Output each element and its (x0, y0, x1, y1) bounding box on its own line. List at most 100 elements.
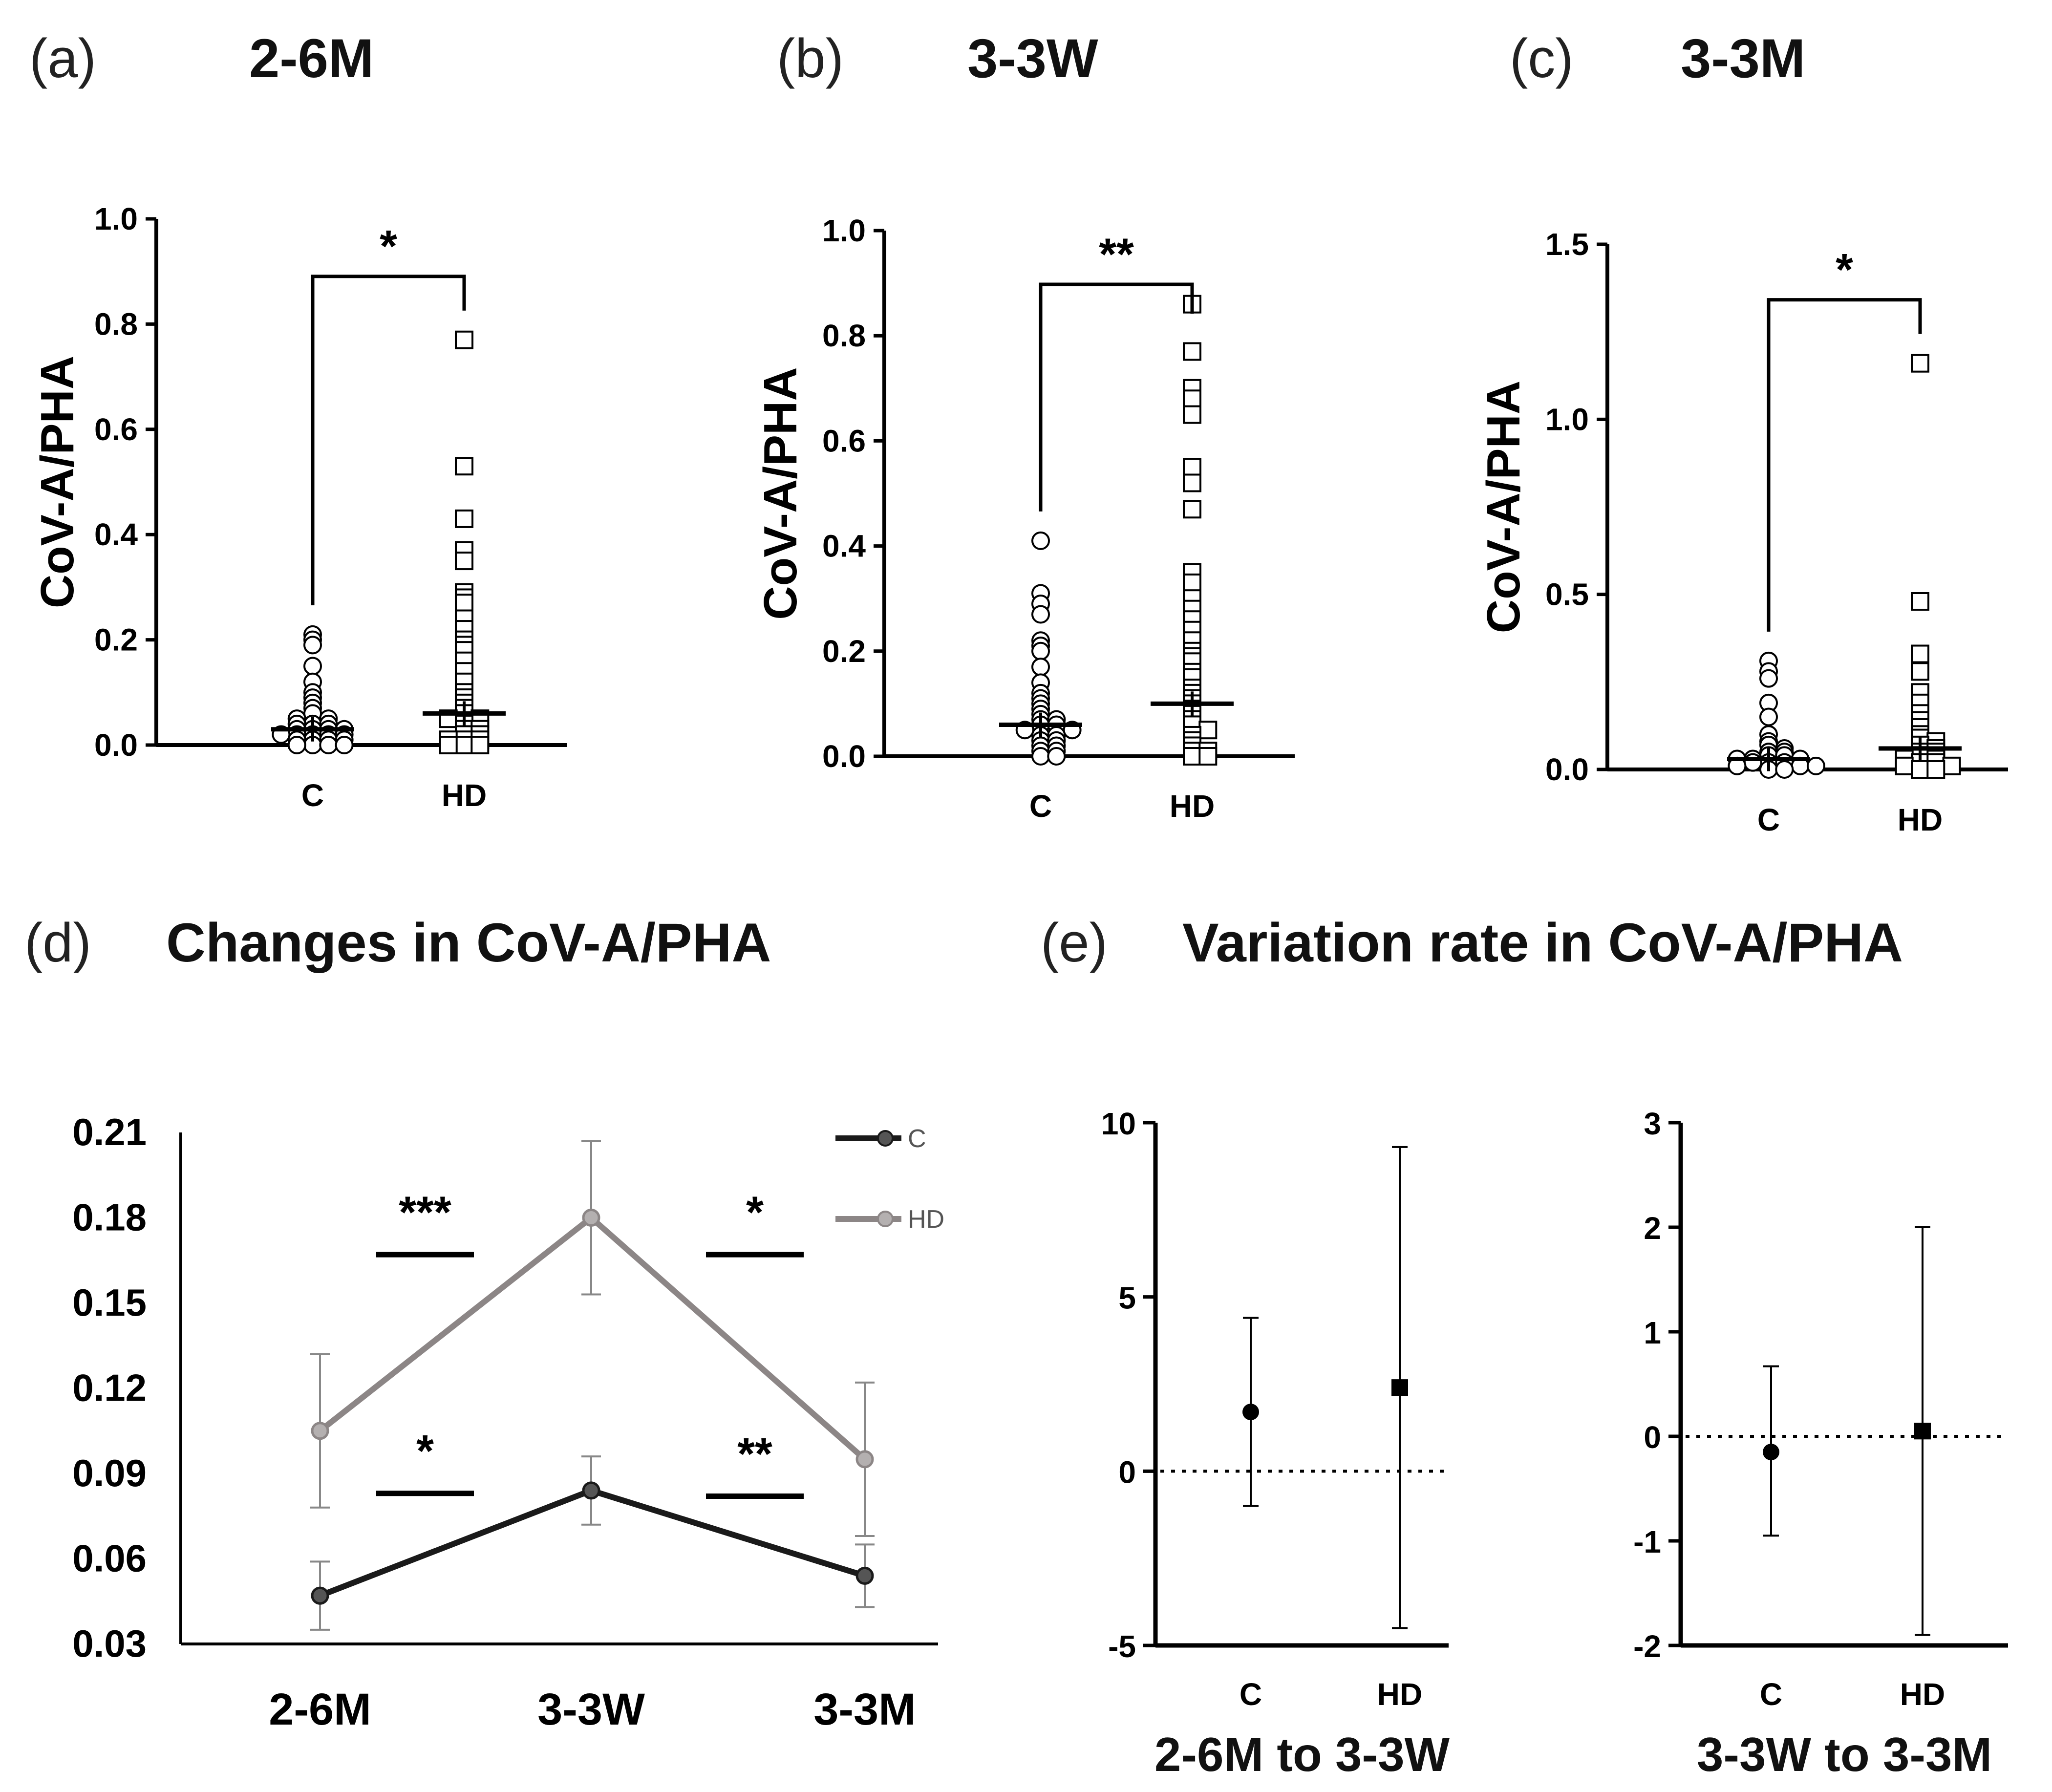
panel-a-letter: (a) (29, 28, 96, 89)
point-hd (1911, 592, 1929, 611)
point-c (319, 736, 338, 754)
point-hd (1183, 342, 1201, 361)
y-tick-label: -1 (1633, 1524, 1661, 1559)
x-tick-label-hd: HD (1900, 1677, 1945, 1712)
point-hd (1183, 389, 1201, 408)
y-tick-label: 0 (1644, 1420, 1661, 1455)
y-tick-label: 0 (1118, 1454, 1136, 1490)
significance-bracket (1767, 298, 1922, 632)
legend-marker-hd (877, 1211, 894, 1227)
y-axis-label: CoV-A/PHA (31, 356, 84, 608)
point-c (1047, 747, 1066, 766)
point-hd (1183, 747, 1201, 766)
chart-a-scatter: 0.0 0.2 0.4 0.6 0.8 1.0 CoV-A/PHA C HD * (31, 201, 567, 813)
panel-e-letter: (e) (1041, 912, 1108, 973)
panel-b-title: 3-3W (967, 28, 1098, 89)
chart-b-scatter: 0.0 0.2 0.4 0.6 0.8 1.0 CoV-A/PHA C HD ** (754, 213, 1295, 824)
point-hd (455, 330, 473, 349)
panel-c-letter: (c) (1510, 28, 1574, 89)
x-tick-label-c: C (1240, 1677, 1262, 1712)
point-hd (455, 594, 473, 613)
point-hd (455, 509, 473, 528)
point-hd (470, 736, 490, 754)
point-c (311, 1586, 329, 1605)
y-tick-label: 1 (1644, 1315, 1661, 1350)
point-c (1031, 641, 1050, 661)
panel-a-title: 2-6M (249, 28, 374, 89)
point-c (1775, 760, 1794, 779)
significance-label: * (380, 222, 397, 272)
chart-e2-variation: 3 2 1 0 -1 -2 C HD 3-3W to 3-3M (1633, 1106, 2008, 1781)
significance-label: * (1836, 245, 1853, 295)
y-tick-label: 2 (1644, 1211, 1661, 1246)
panel-d-title: Changes in CoV-A/PHA (166, 912, 771, 973)
point-hd (455, 457, 473, 476)
x-axis-label: 3-3W to 3-3M (1697, 1728, 1992, 1781)
point-c (303, 636, 322, 655)
y-tick-label: 0.6 (94, 412, 138, 447)
y-tick-label: 0.4 (94, 517, 138, 552)
point-hd (1183, 473, 1201, 492)
x-tick-label-c: C (1757, 802, 1780, 837)
point-c (1763, 1444, 1779, 1461)
legend-marker-c (877, 1130, 894, 1147)
point-hd (855, 1450, 874, 1469)
panel-b-letter: (b) (777, 28, 844, 89)
point-c (1031, 605, 1050, 624)
significance-bracket (311, 275, 466, 605)
y-tick-label: 1.0 (1545, 402, 1589, 437)
point-hd (1911, 644, 1929, 663)
panel-d-letter: (d) (24, 912, 91, 973)
x-tick-label-c: C (301, 778, 324, 813)
significance-label: * (746, 1188, 764, 1237)
point-hd (1183, 573, 1201, 592)
point-c (1806, 756, 1825, 775)
point-hd (582, 1209, 600, 1227)
y-tick-label: 0.21 (72, 1110, 147, 1153)
significance-label: ** (1099, 230, 1134, 279)
y-tick-label: 0.06 (72, 1537, 147, 1580)
panel-c-title: 3-3M (1681, 28, 1805, 89)
x-tick-label-hd: HD (442, 778, 487, 813)
x-tick-label-hd: HD (1170, 789, 1215, 824)
point-hd (1914, 1423, 1931, 1440)
y-axis-label: CoV-A/PHA (754, 367, 807, 619)
point-c (1759, 707, 1778, 726)
chart-e1-variation: 10 5 0 -5 C HD 2-6M to 3-3W (1101, 1106, 1450, 1781)
y-tick-label: 0.03 (72, 1622, 147, 1665)
y-tick-label: 10 (1101, 1106, 1136, 1141)
point-hd (1911, 760, 1929, 779)
x-axis-label: 2-6M to 3-3W (1154, 1728, 1450, 1781)
point-hd (1198, 721, 1218, 740)
y-tick-label: 0.5 (1545, 577, 1589, 612)
y-tick-label: 0.2 (822, 634, 866, 669)
x-tick-label-2-6m: 2-6M (269, 1685, 371, 1734)
point-hd (1183, 458, 1201, 477)
x-tick-label-hd: HD (1898, 802, 1943, 837)
x-tick-label-3-3w: 3-3W (537, 1685, 645, 1734)
point-hd (1183, 500, 1201, 519)
point-hd (439, 736, 458, 754)
point-c (855, 1566, 874, 1585)
y-tick-label: 1.5 (1545, 227, 1589, 262)
point-c (1743, 753, 1762, 772)
point-c (1031, 658, 1050, 677)
point-hd (1895, 756, 1914, 775)
point-hd (311, 1422, 329, 1440)
y-tick-label: 1.0 (94, 201, 138, 236)
point-c (1031, 747, 1050, 766)
y-tick-label: 0.8 (822, 318, 866, 353)
significance-label: ** (737, 1429, 772, 1479)
point-hd (1942, 756, 1961, 775)
x-tick-label-c: C (1760, 1677, 1782, 1712)
y-tick-label: 0.0 (1545, 752, 1589, 787)
point-hd (1911, 662, 1929, 681)
y-axis-label: CoV-A/PHA (1477, 381, 1530, 633)
legend-label-hd: HD (908, 1205, 944, 1234)
y-tick-label: 0.18 (72, 1196, 147, 1239)
series-line-c (319, 1487, 866, 1599)
point-c (1242, 1404, 1259, 1421)
point-hd (1911, 354, 1929, 373)
point-c (287, 736, 306, 754)
